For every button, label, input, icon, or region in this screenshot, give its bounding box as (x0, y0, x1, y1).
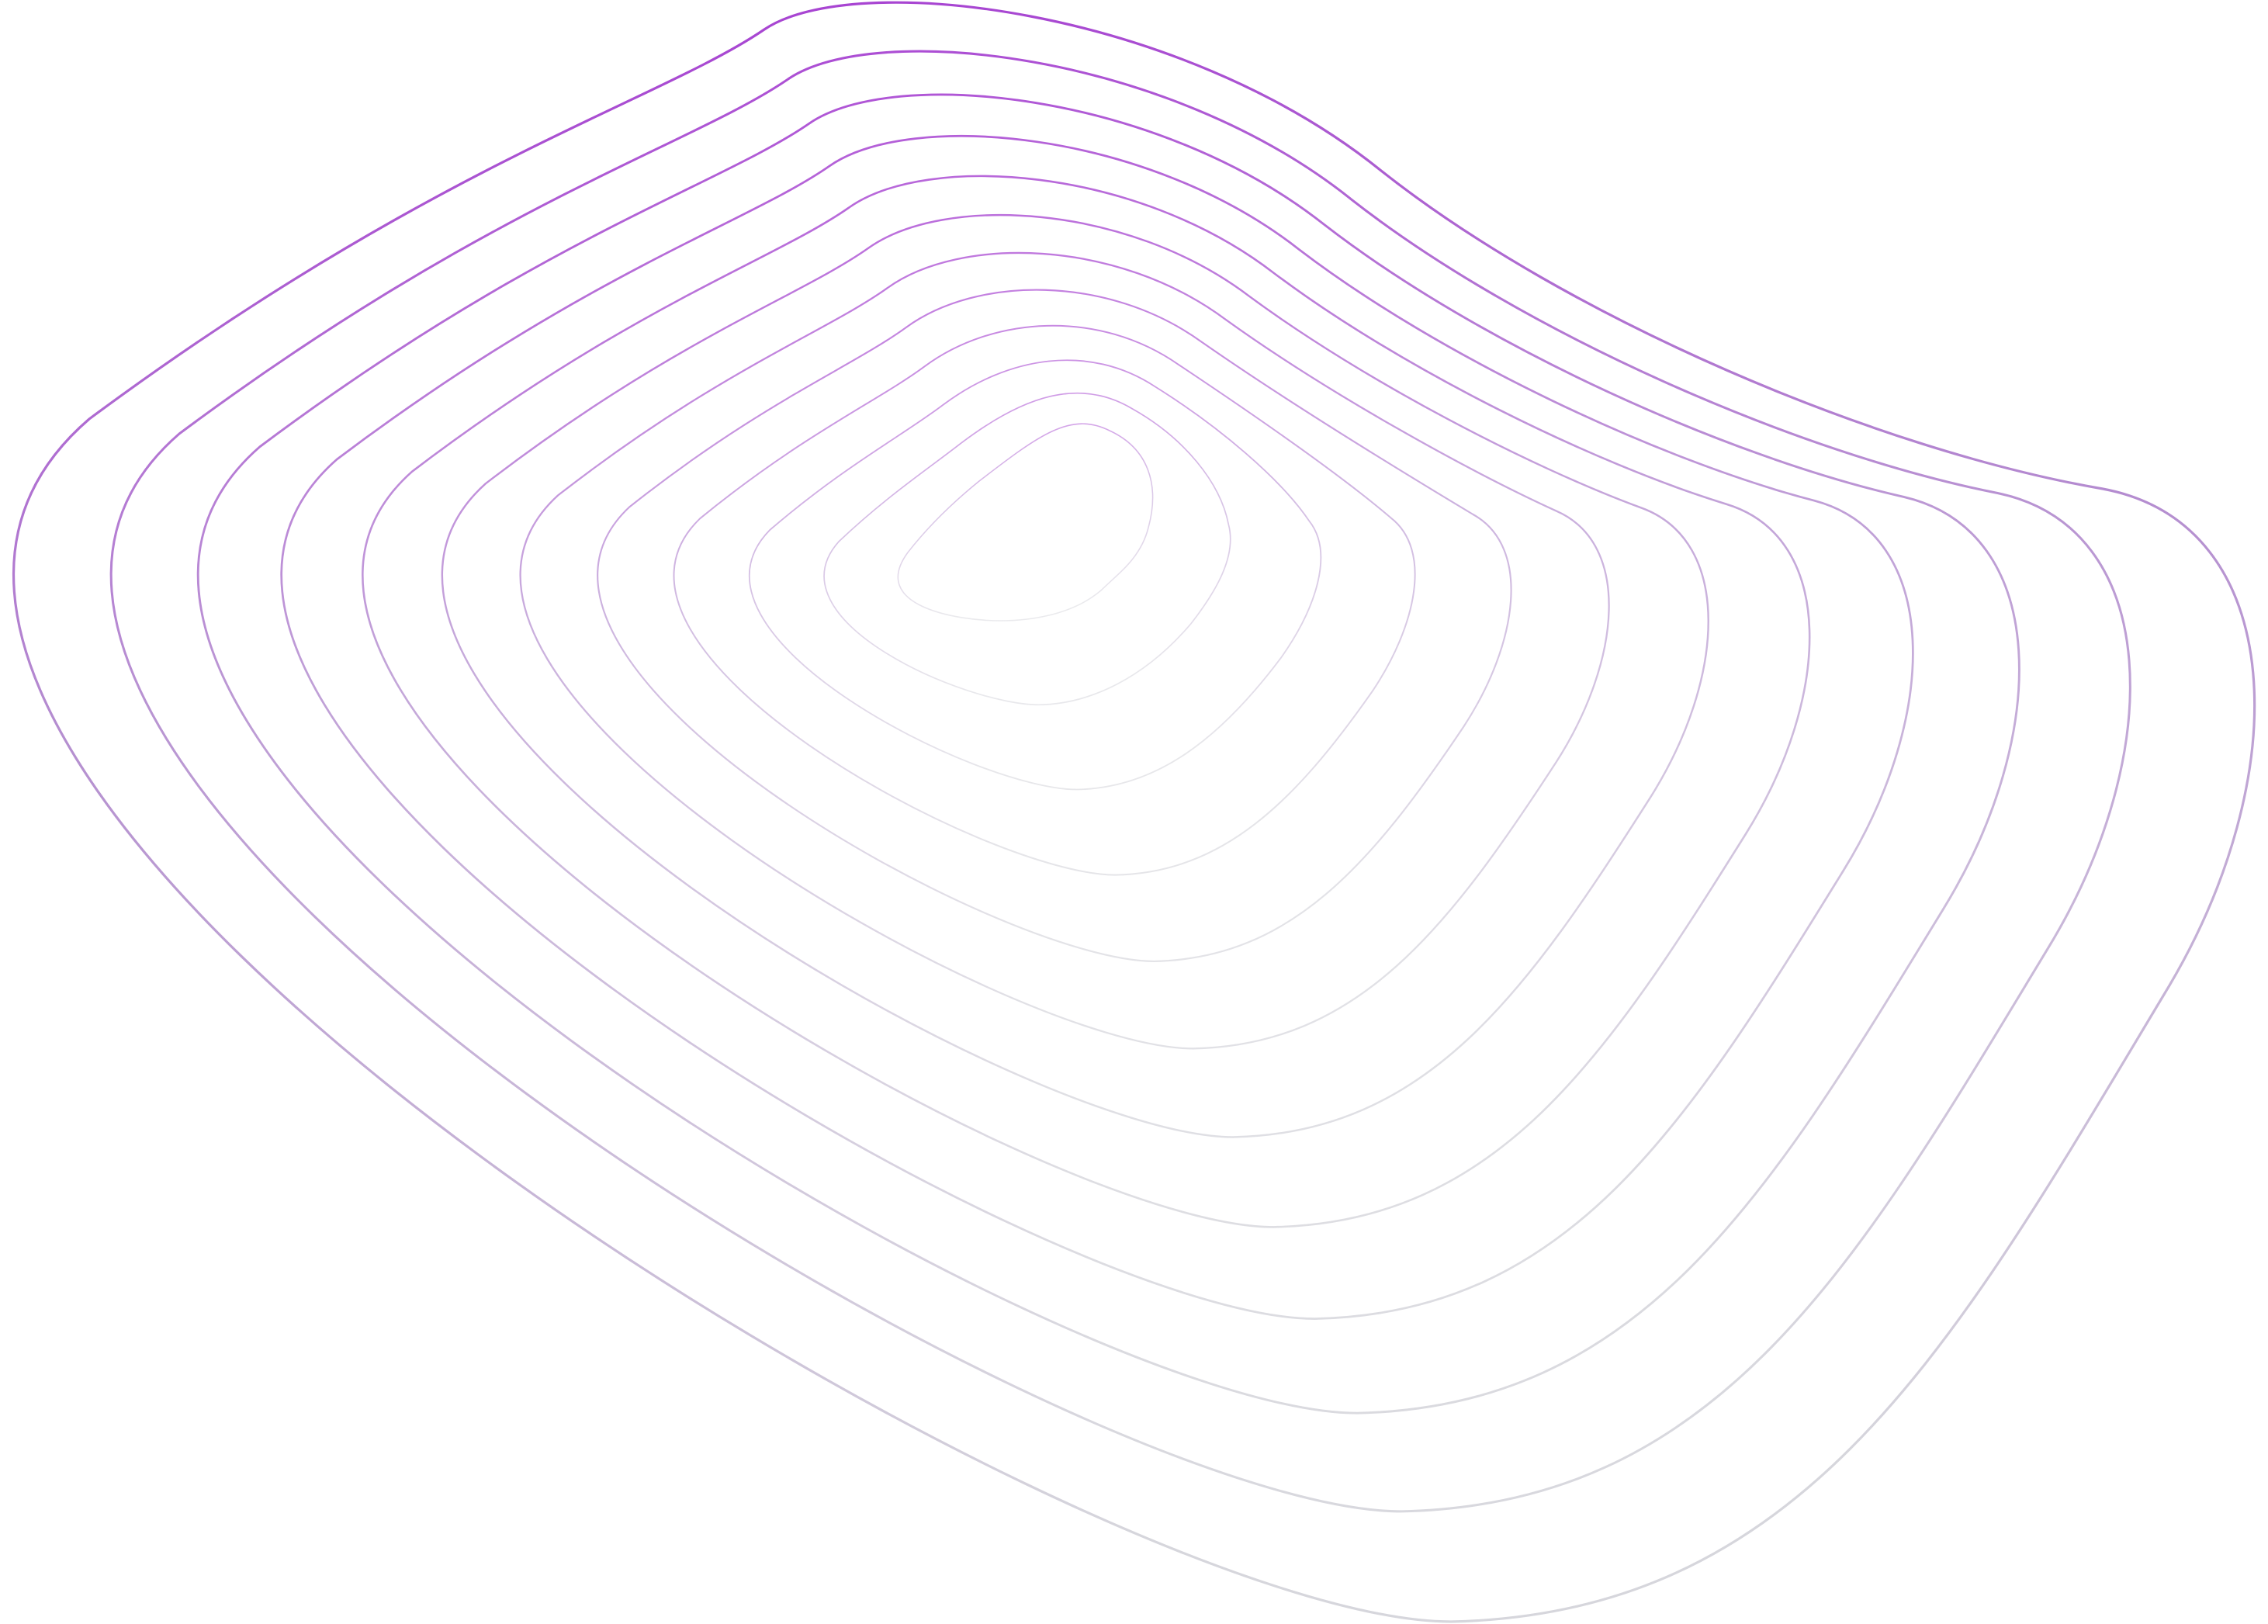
contour-line (748, 359, 1322, 791)
contour-lines (12, 1, 2256, 1623)
contour-line (519, 251, 1610, 1050)
contour-line (109, 50, 2131, 1513)
contour-line (197, 93, 2020, 1415)
contour-line (362, 175, 1811, 1228)
contour-line (12, 1, 2256, 1623)
contour-line (823, 392, 1231, 706)
contour-line (673, 324, 1416, 876)
contour-line (280, 135, 1914, 1320)
contour-line (597, 289, 1512, 962)
contour-line (441, 213, 1709, 1138)
contour-line (897, 423, 1154, 622)
